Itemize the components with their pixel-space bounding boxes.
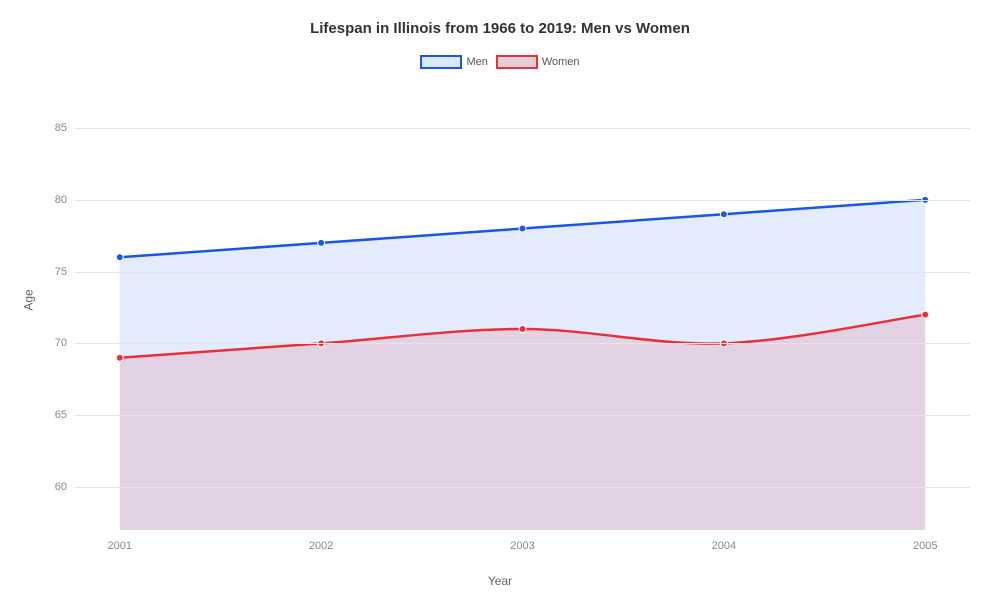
x-tick-label: 2005	[913, 540, 937, 552]
gridline	[75, 128, 970, 129]
marker-men	[519, 225, 526, 232]
gridline	[75, 272, 970, 273]
marker-men	[318, 239, 325, 246]
x-tick-label: 2001	[108, 540, 132, 552]
gridline	[75, 415, 970, 416]
x-axis-label: Year	[0, 574, 1000, 588]
y-tick-label: 75	[55, 266, 67, 278]
marker-men	[720, 211, 727, 218]
gridline	[75, 487, 970, 488]
marker-women	[922, 311, 929, 318]
x-tick-label: 2004	[712, 540, 736, 552]
x-tick-label: 2003	[510, 540, 534, 552]
legend-swatch-men	[420, 55, 462, 69]
legend-swatch-women	[496, 55, 538, 69]
chart-title: Lifespan in Illinois from 1966 to 2019: …	[0, 20, 1000, 37]
legend: Men Women	[0, 55, 1000, 69]
y-tick-label: 65	[55, 409, 67, 421]
gridline	[75, 343, 970, 344]
marker-men	[116, 254, 123, 261]
x-tick-label: 2002	[309, 540, 333, 552]
y-tick-label: 70	[55, 337, 67, 349]
legend-label-men: Men	[466, 56, 487, 68]
legend-item-women: Women	[496, 55, 580, 69]
y-axis-label: Age	[22, 289, 36, 310]
chart-svg	[75, 85, 970, 530]
gridline	[75, 200, 970, 201]
y-tick-label: 85	[55, 122, 67, 134]
y-tick-label: 80	[55, 194, 67, 206]
legend-item-men: Men	[420, 55, 487, 69]
marker-women	[519, 326, 526, 333]
chart-container: Lifespan in Illinois from 1966 to 2019: …	[0, 0, 1000, 600]
y-tick-label: 60	[55, 481, 67, 493]
plot-area: 60657075808520012002200320042005	[75, 85, 970, 530]
marker-women	[116, 354, 123, 361]
legend-label-women: Women	[542, 56, 580, 68]
